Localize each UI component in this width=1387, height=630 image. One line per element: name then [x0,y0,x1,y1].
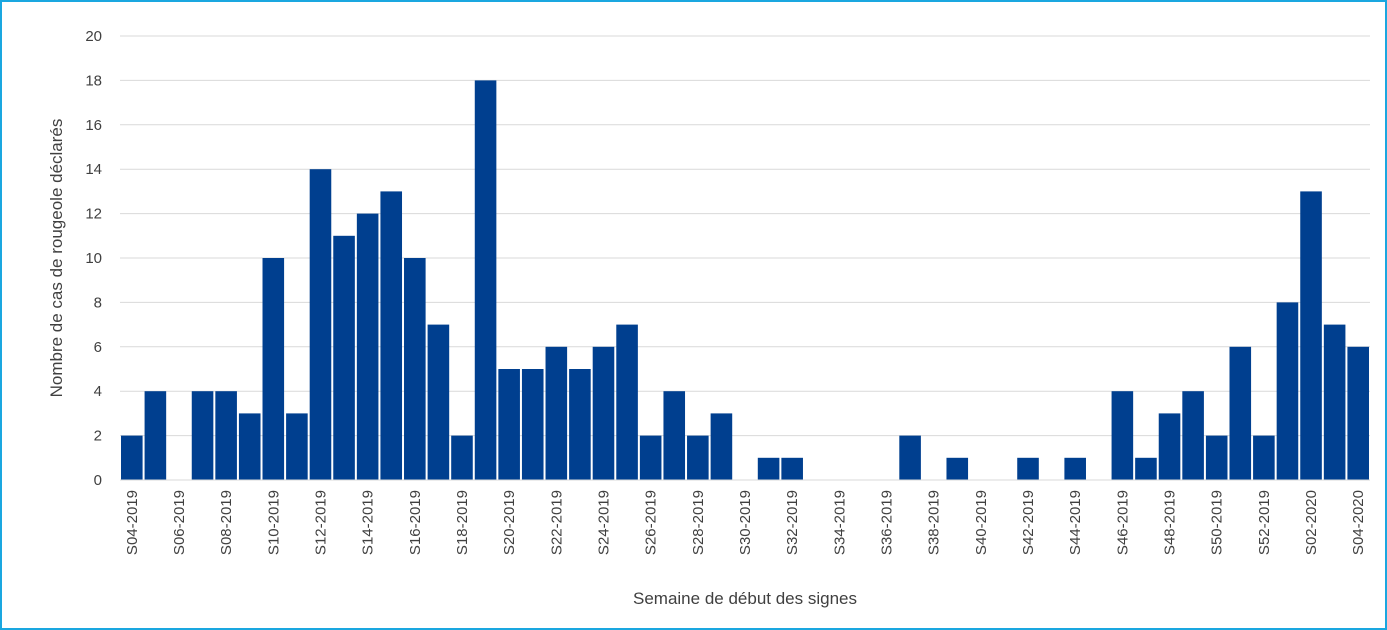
bar [1111,391,1134,480]
x-tick-label: S48-2019 [1162,490,1179,555]
x-tick-label: S52-2019 [1256,490,1273,555]
bar [380,191,403,480]
bar [333,235,355,480]
y-axis-label: Nombre de cas de rougeole déclarés [47,119,66,398]
y-tick-label: 20 [85,28,102,45]
bar [498,369,520,480]
x-tick-label: S10-2019 [265,490,282,555]
bar [262,258,285,480]
bar [545,346,568,480]
bar [946,457,969,480]
y-tick-label: 8 [94,294,102,311]
bar [1347,346,1369,480]
bar [1229,346,1252,480]
bar [592,346,615,480]
x-tick-label: S18-2019 [454,490,471,555]
y-tick-label: 14 [85,161,102,178]
x-tick-label: S42-2019 [1020,490,1037,555]
bar [1323,324,1346,480]
x-tick-label: S04-2019 [124,490,141,555]
x-tick-label: S22-2019 [548,490,565,555]
x-tick-label: S34-2019 [831,490,848,555]
x-tick-label: S44-2019 [1067,490,1084,555]
bar [191,391,214,480]
x-tick-label: S08-2019 [218,490,235,555]
y-tick-label: 10 [85,250,102,267]
bar [1276,302,1299,480]
x-tick-label: S40-2019 [973,490,990,555]
x-tick-label: S04-2020 [1350,490,1367,555]
bar [404,258,426,480]
bar [1064,457,1086,480]
x-tick-label: S06-2019 [171,490,188,555]
y-tick-label: 4 [94,383,102,400]
x-tick-label: S02-2020 [1303,490,1320,555]
bar [1205,435,1228,480]
x-tick-label: S14-2019 [360,490,377,555]
bar [1300,191,1322,480]
x-tick-label: S32-2019 [784,490,801,555]
x-tick-label: S16-2019 [407,490,424,555]
bar [521,369,544,480]
x-tick-label: S46-2019 [1114,490,1131,555]
bar [757,457,780,480]
bar [1017,457,1039,480]
y-tick-label: 2 [94,428,102,445]
bar [451,435,473,480]
bar [710,413,733,480]
bar [663,391,686,480]
x-tick-label: S24-2019 [595,490,612,555]
bar [639,435,662,480]
bar [215,391,237,480]
bar [309,169,332,480]
bar [687,435,709,480]
bar [286,413,308,480]
y-tick-label: 16 [85,117,102,134]
y-tick-label: 12 [85,206,102,223]
x-tick-label: S36-2019 [879,490,896,555]
bar [569,369,591,480]
y-tick-label: 6 [94,339,102,356]
bar [427,324,450,480]
bar [1253,435,1275,480]
y-tick-label: 0 [94,472,102,489]
bar [781,457,803,480]
x-tick-label: S30-2019 [737,490,754,555]
bar [616,324,638,480]
y-tick-label: 18 [85,72,102,89]
x-tick-label: S20-2019 [501,490,518,555]
bar [1158,413,1181,480]
x-tick-label: S50-2019 [1209,490,1226,555]
bar [474,80,497,481]
bar [144,391,167,480]
bar [121,435,143,480]
bar [238,413,261,480]
x-tick-label: S12-2019 [312,490,329,555]
bar [356,213,379,480]
x-axis-label: Semaine de début des signes [633,589,857,608]
bar [899,435,921,480]
bar [1182,391,1204,480]
x-tick-label: S38-2019 [926,490,943,555]
x-tick-label: S28-2019 [690,490,707,555]
bar [1135,457,1157,480]
x-tick-label: S26-2019 [643,490,660,555]
